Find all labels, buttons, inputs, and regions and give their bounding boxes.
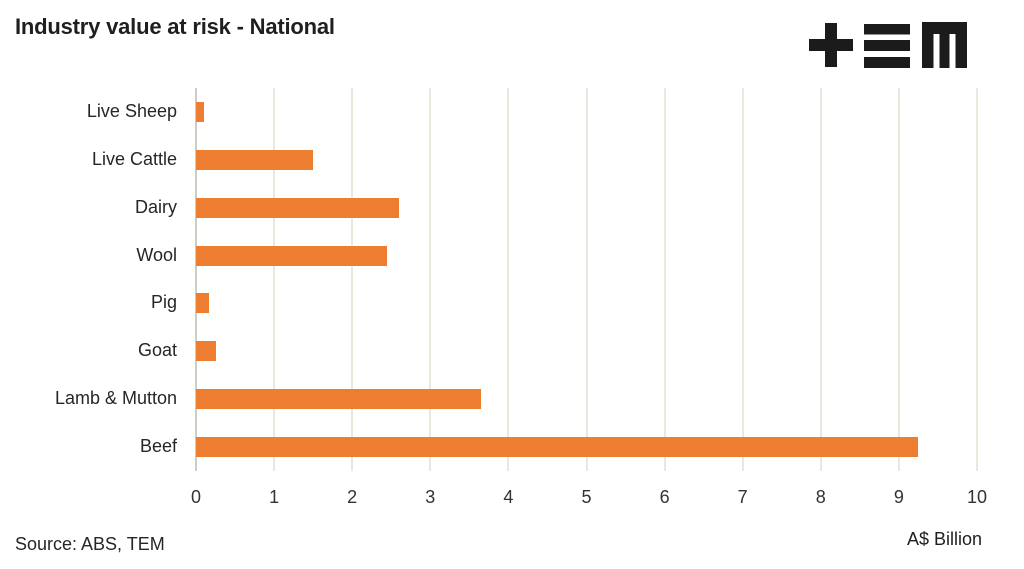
gridline-x-4: [507, 88, 510, 471]
category-label-wool: Wool: [136, 244, 177, 265]
gridline-x-2: [351, 88, 354, 471]
tem-logo-bars: [864, 24, 910, 68]
bar-wool: [196, 245, 388, 266]
gridline-x-3: [429, 88, 432, 471]
category-label-beef: Beef: [139, 436, 177, 457]
category-label-pig: Pig: [150, 292, 177, 313]
x-tick-label-10: 10: [966, 487, 988, 507]
x-tick-label-8: 8: [815, 487, 826, 507]
bar-pig: [196, 293, 210, 314]
bar-lamb-mutton: [196, 389, 482, 410]
y-axis-line: [195, 88, 197, 471]
bar-goat: [196, 341, 217, 362]
category-label-live-sheep: Live Sheep: [86, 100, 177, 121]
category-label-dairy: Dairy: [134, 196, 177, 217]
x-tick-label-1: 1: [269, 487, 280, 507]
x-tick-label-0: 0: [190, 487, 201, 507]
source-note: Source: ABS, TEM: [15, 534, 165, 554]
category-label-live-cattle: Live Cattle: [91, 148, 177, 169]
category-label-goat: Goat: [137, 340, 177, 361]
gridline-x-6: [663, 88, 666, 471]
gridline-x-5: [585, 88, 588, 471]
x-tick-label-4: 4: [503, 487, 514, 507]
bar-live-sheep: [196, 101, 204, 122]
chart-title: Industry value at risk - National: [15, 14, 335, 39]
x-axis-unit-label: A$ Billion: [906, 529, 982, 549]
bar-beef: [196, 437, 919, 458]
gridline-x-10: [976, 88, 978, 471]
tem-logo: [809, 22, 967, 68]
x-tick-label-9: 9: [893, 487, 904, 507]
x-tick-label-3: 3: [425, 487, 436, 507]
x-tick-label-7: 7: [737, 487, 748, 507]
tem-logo-plus: [809, 23, 853, 67]
x-tick-label-2: 2: [347, 487, 358, 507]
gridline-x-1: [273, 88, 276, 471]
gridline-x-8: [819, 88, 822, 471]
bar-dairy: [196, 197, 400, 218]
x-tick-label-5: 5: [581, 487, 592, 507]
tem-logo-m: [922, 22, 967, 68]
plot-area: [195, 88, 978, 471]
bar-live-cattle: [196, 149, 314, 170]
x-tick-label-6: 6: [659, 487, 670, 507]
gridline-x-9: [897, 88, 900, 471]
category-label-lamb-mutton: Lamb & Mutton: [54, 388, 177, 409]
gridline-x-7: [741, 88, 744, 471]
